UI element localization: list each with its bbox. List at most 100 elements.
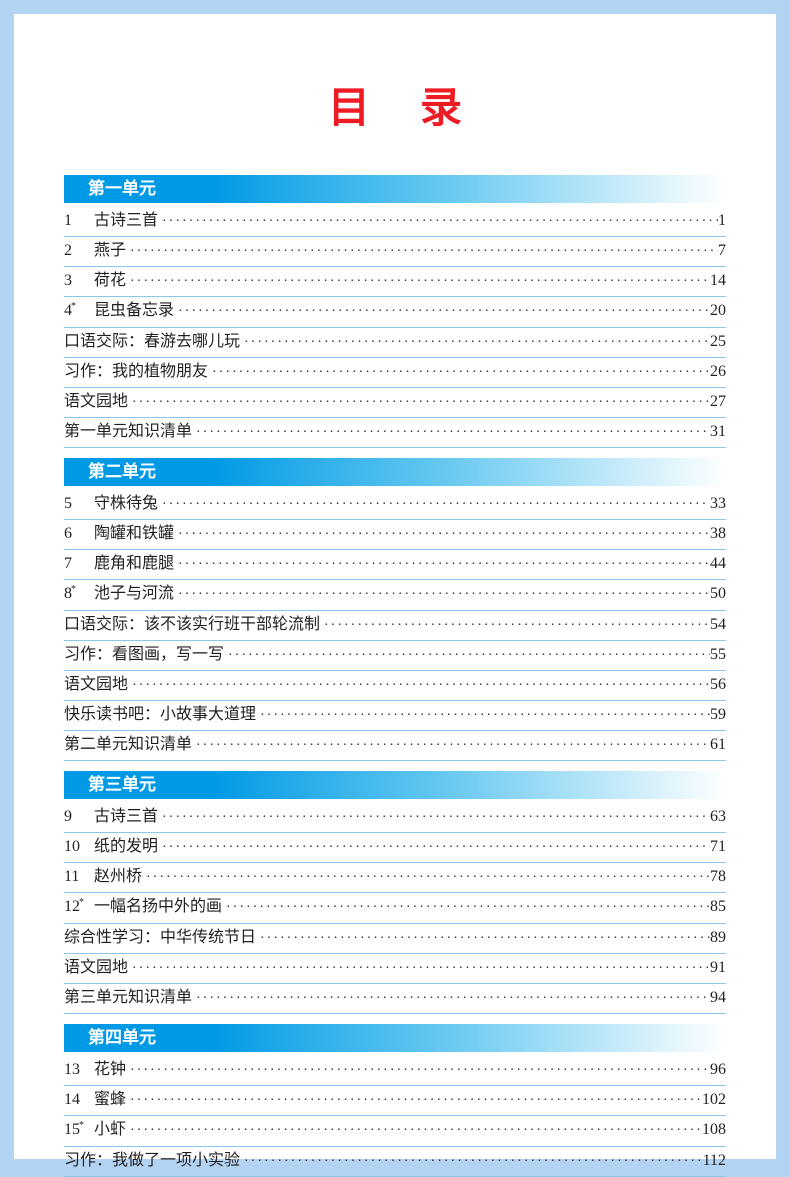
page: 目录 第一单元1古诗三首····························…: [14, 14, 776, 1159]
toc-row: 习作：看图画，写一写······························…: [64, 641, 726, 671]
toc-leader-dots: ········································…: [192, 732, 710, 760]
toc-row: 4*昆虫备忘录·································…: [64, 297, 726, 328]
toc-leader-dots: ········································…: [174, 581, 710, 609]
toc-item-label: 池子与河流: [94, 580, 174, 608]
toc-row: 6陶罐和铁罐··································…: [64, 520, 726, 550]
toc-item-page: 7: [718, 237, 726, 265]
toc-leader-dots: ········································…: [174, 298, 710, 326]
toc-item-page: 20: [710, 297, 726, 325]
toc-leader-dots: ········································…: [224, 642, 710, 670]
toc-leader-dots: ········································…: [240, 1148, 703, 1176]
toc-leader-dots: ········································…: [126, 268, 710, 296]
toc-item-page: 14: [710, 267, 726, 295]
toc-item-page: 26: [710, 358, 726, 386]
toc-item-page: 25: [710, 328, 726, 356]
toc-item-label: 小虾: [94, 1116, 126, 1144]
toc-item-number: 3: [64, 267, 94, 295]
toc-item-page: 112: [703, 1147, 726, 1175]
toc-item-number: 6: [64, 520, 94, 548]
unit-header: 第四单元: [64, 1024, 726, 1052]
toc-item-page: 108: [702, 1116, 726, 1144]
toc-leader-dots: ········································…: [142, 864, 710, 892]
toc-item-label: 昆虫备忘录: [94, 297, 174, 325]
toc-leader-dots: ········································…: [222, 894, 710, 922]
toc-row: 语文园地····································…: [64, 671, 726, 701]
toc-leader-dots: ········································…: [158, 834, 710, 862]
toc-row: 第二单元知识清单································…: [64, 731, 726, 761]
toc-item-page: 56: [710, 671, 726, 699]
toc-item-number: 10: [64, 833, 94, 861]
toc-item-page: 85: [710, 893, 726, 921]
toc-item-label: 纸的发明: [94, 833, 158, 861]
toc-item-label: 语文园地: [64, 954, 128, 982]
toc-item-number: 2: [64, 237, 94, 265]
toc-item-label: 快乐读书吧：小故事大道理: [64, 701, 256, 729]
toc-item-page: 61: [710, 731, 726, 759]
toc-item-page: 59: [710, 701, 726, 729]
toc-leader-dots: ········································…: [240, 329, 710, 357]
toc-leader-dots: ········································…: [174, 521, 710, 549]
toc-item-number: 11: [64, 863, 94, 891]
unit-header: 第三单元: [64, 771, 726, 799]
toc-item-page: 33: [710, 490, 726, 518]
unit-header: 第二单元: [64, 458, 726, 486]
toc-row: 第一单元知识清单································…: [64, 418, 726, 448]
toc-item-number: 14: [64, 1086, 94, 1114]
toc-row: 1古诗三首···································…: [64, 207, 726, 237]
toc-leader-dots: ········································…: [158, 491, 710, 519]
toc-item-label: 一幅名扬中外的画: [94, 893, 222, 921]
toc-item-page: 91: [710, 954, 726, 982]
star-icon: *: [79, 897, 84, 908]
toc-leader-dots: ········································…: [174, 551, 710, 579]
toc-leader-dots: ········································…: [126, 238, 718, 266]
toc-row: 语文园地····································…: [64, 954, 726, 984]
toc-item-page: 1: [718, 207, 726, 235]
toc-item-page: 27: [710, 388, 726, 416]
toc-item-page: 63: [710, 803, 726, 831]
toc-item-label: 花钟: [94, 1056, 126, 1084]
toc-item-label: 古诗三首: [94, 207, 158, 235]
toc-item-page: 89: [710, 924, 726, 952]
toc-row: 综合性学习：中华传统节日····························…: [64, 924, 726, 954]
toc-item-label: 语文园地: [64, 671, 128, 699]
star-icon: *: [79, 1120, 84, 1131]
star-icon: *: [71, 584, 76, 595]
toc-item-page: 31: [710, 418, 726, 446]
toc-item-page: 55: [710, 641, 726, 669]
toc-row: 口语交际：春游去哪儿玩·····························…: [64, 328, 726, 358]
toc-leader-dots: ········································…: [158, 804, 710, 832]
toc-item-label: 蜜蜂: [94, 1086, 126, 1114]
toc-item-label: 语文园地: [64, 388, 128, 416]
toc-item-page: 50: [710, 580, 726, 608]
toc-leader-dots: ········································…: [158, 208, 718, 236]
toc-leader-dots: ········································…: [320, 612, 710, 640]
toc-item-number: 15*: [64, 1116, 94, 1146]
toc-leader-dots: ········································…: [126, 1087, 702, 1115]
toc-leader-dots: ········································…: [256, 702, 710, 730]
toc-item-label: 综合性学习：中华传统节日: [64, 924, 256, 952]
toc-item-label: 燕子: [94, 237, 126, 265]
toc-row: 11赵州桥···································…: [64, 863, 726, 893]
toc-row: 3荷花·····································…: [64, 267, 726, 297]
toc-item-label: 第三单元知识清单: [64, 984, 192, 1012]
toc-item-number: 7: [64, 550, 94, 578]
toc-item-page: 94: [710, 984, 726, 1012]
toc-item-label: 口语交际：春游去哪儿玩: [64, 328, 240, 356]
toc-item-number: 8*: [64, 580, 94, 610]
toc-item-page: 38: [710, 520, 726, 548]
toc-row: 12*一幅名扬中外的画·····························…: [64, 893, 726, 924]
toc-row: 第三单元知识清单································…: [64, 984, 726, 1014]
star-icon: *: [71, 301, 76, 312]
toc-item-number: 1: [64, 207, 94, 235]
toc-leader-dots: ········································…: [128, 389, 710, 417]
toc-item-label: 习作：我的植物朋友: [64, 358, 208, 386]
toc-leader-dots: ········································…: [256, 925, 710, 953]
toc-item-label: 习作：我做了一项小实验: [64, 1147, 240, 1175]
toc-item-page: 44: [710, 550, 726, 578]
toc-item-page: 102: [702, 1086, 726, 1114]
toc-row: 快乐读书吧：小故事大道理····························…: [64, 701, 726, 731]
toc-item-label: 陶罐和铁罐: [94, 520, 174, 548]
toc-row: 8*池子与河流·································…: [64, 580, 726, 611]
toc-item-page: 71: [710, 833, 726, 861]
toc-item-label: 第二单元知识清单: [64, 731, 192, 759]
